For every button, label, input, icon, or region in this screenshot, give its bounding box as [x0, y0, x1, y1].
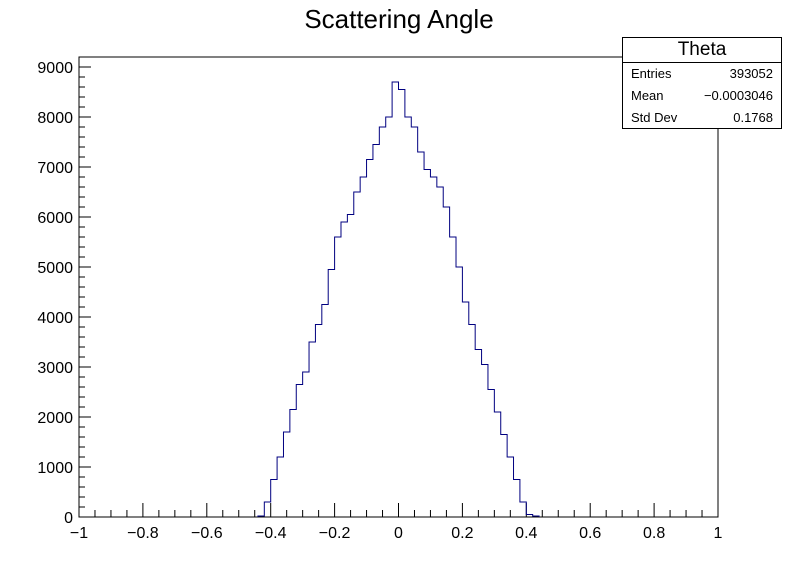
stats-value: 393052 — [729, 66, 773, 81]
y-tick-label: 1000 — [37, 460, 73, 477]
x-tick-label: 0.6 — [579, 525, 601, 542]
stats-row-mean: Mean −0.0003046 — [623, 85, 781, 107]
x-tick-label: −0.2 — [319, 525, 351, 542]
stats-label: Mean — [631, 88, 664, 103]
y-tick-label: 5000 — [37, 260, 73, 277]
stats-label: Std Dev — [631, 110, 678, 125]
x-tick-label: 1 — [714, 525, 723, 542]
x-axis: −1 −0.8 −0.6 −0.4 −0.2 0 0.2 0.4 0.6 0.8 1 — [70, 503, 723, 542]
x-tick-label: 0.8 — [643, 525, 665, 542]
x-tick-label: 0.4 — [515, 525, 537, 542]
stats-row-std-dev: Std Dev 0.1768 — [623, 107, 781, 129]
x-tick-label: −1 — [70, 525, 88, 542]
y-axis: 0 1000 2000 3000 4000 5000 6000 7000 8000 9000 — [37, 56, 91, 527]
y-tick-label: 9000 — [37, 60, 73, 77]
y-tick-label: 7000 — [37, 160, 73, 177]
histogram-series — [257, 81, 540, 517]
y-tick-label: 4000 — [37, 310, 73, 327]
x-tick-label: 0 — [394, 525, 403, 542]
stats-value: 0.1768 — [733, 110, 773, 125]
x-tick-label: −0.4 — [255, 525, 287, 542]
stats-row-entries: Entries 393052 — [623, 63, 781, 85]
x-tick-label: −0.8 — [127, 525, 159, 542]
stats-title: Theta — [623, 38, 781, 63]
y-tick-label: 3000 — [37, 360, 73, 377]
y-tick-label: 0 — [64, 510, 73, 527]
stats-box: Theta Entries 393052 Mean −0.0003046 Std… — [622, 37, 782, 129]
chart-title: Scattering Angle — [304, 4, 493, 34]
y-tick-label: 6000 — [37, 210, 73, 227]
x-tick-label: −0.6 — [191, 525, 223, 542]
stats-label: Entries — [631, 66, 672, 81]
stats-value: −0.0003046 — [703, 88, 773, 103]
y-tick-label: 8000 — [37, 110, 73, 127]
x-tick-label: 0.2 — [451, 525, 473, 542]
y-tick-label: 2000 — [37, 410, 73, 427]
